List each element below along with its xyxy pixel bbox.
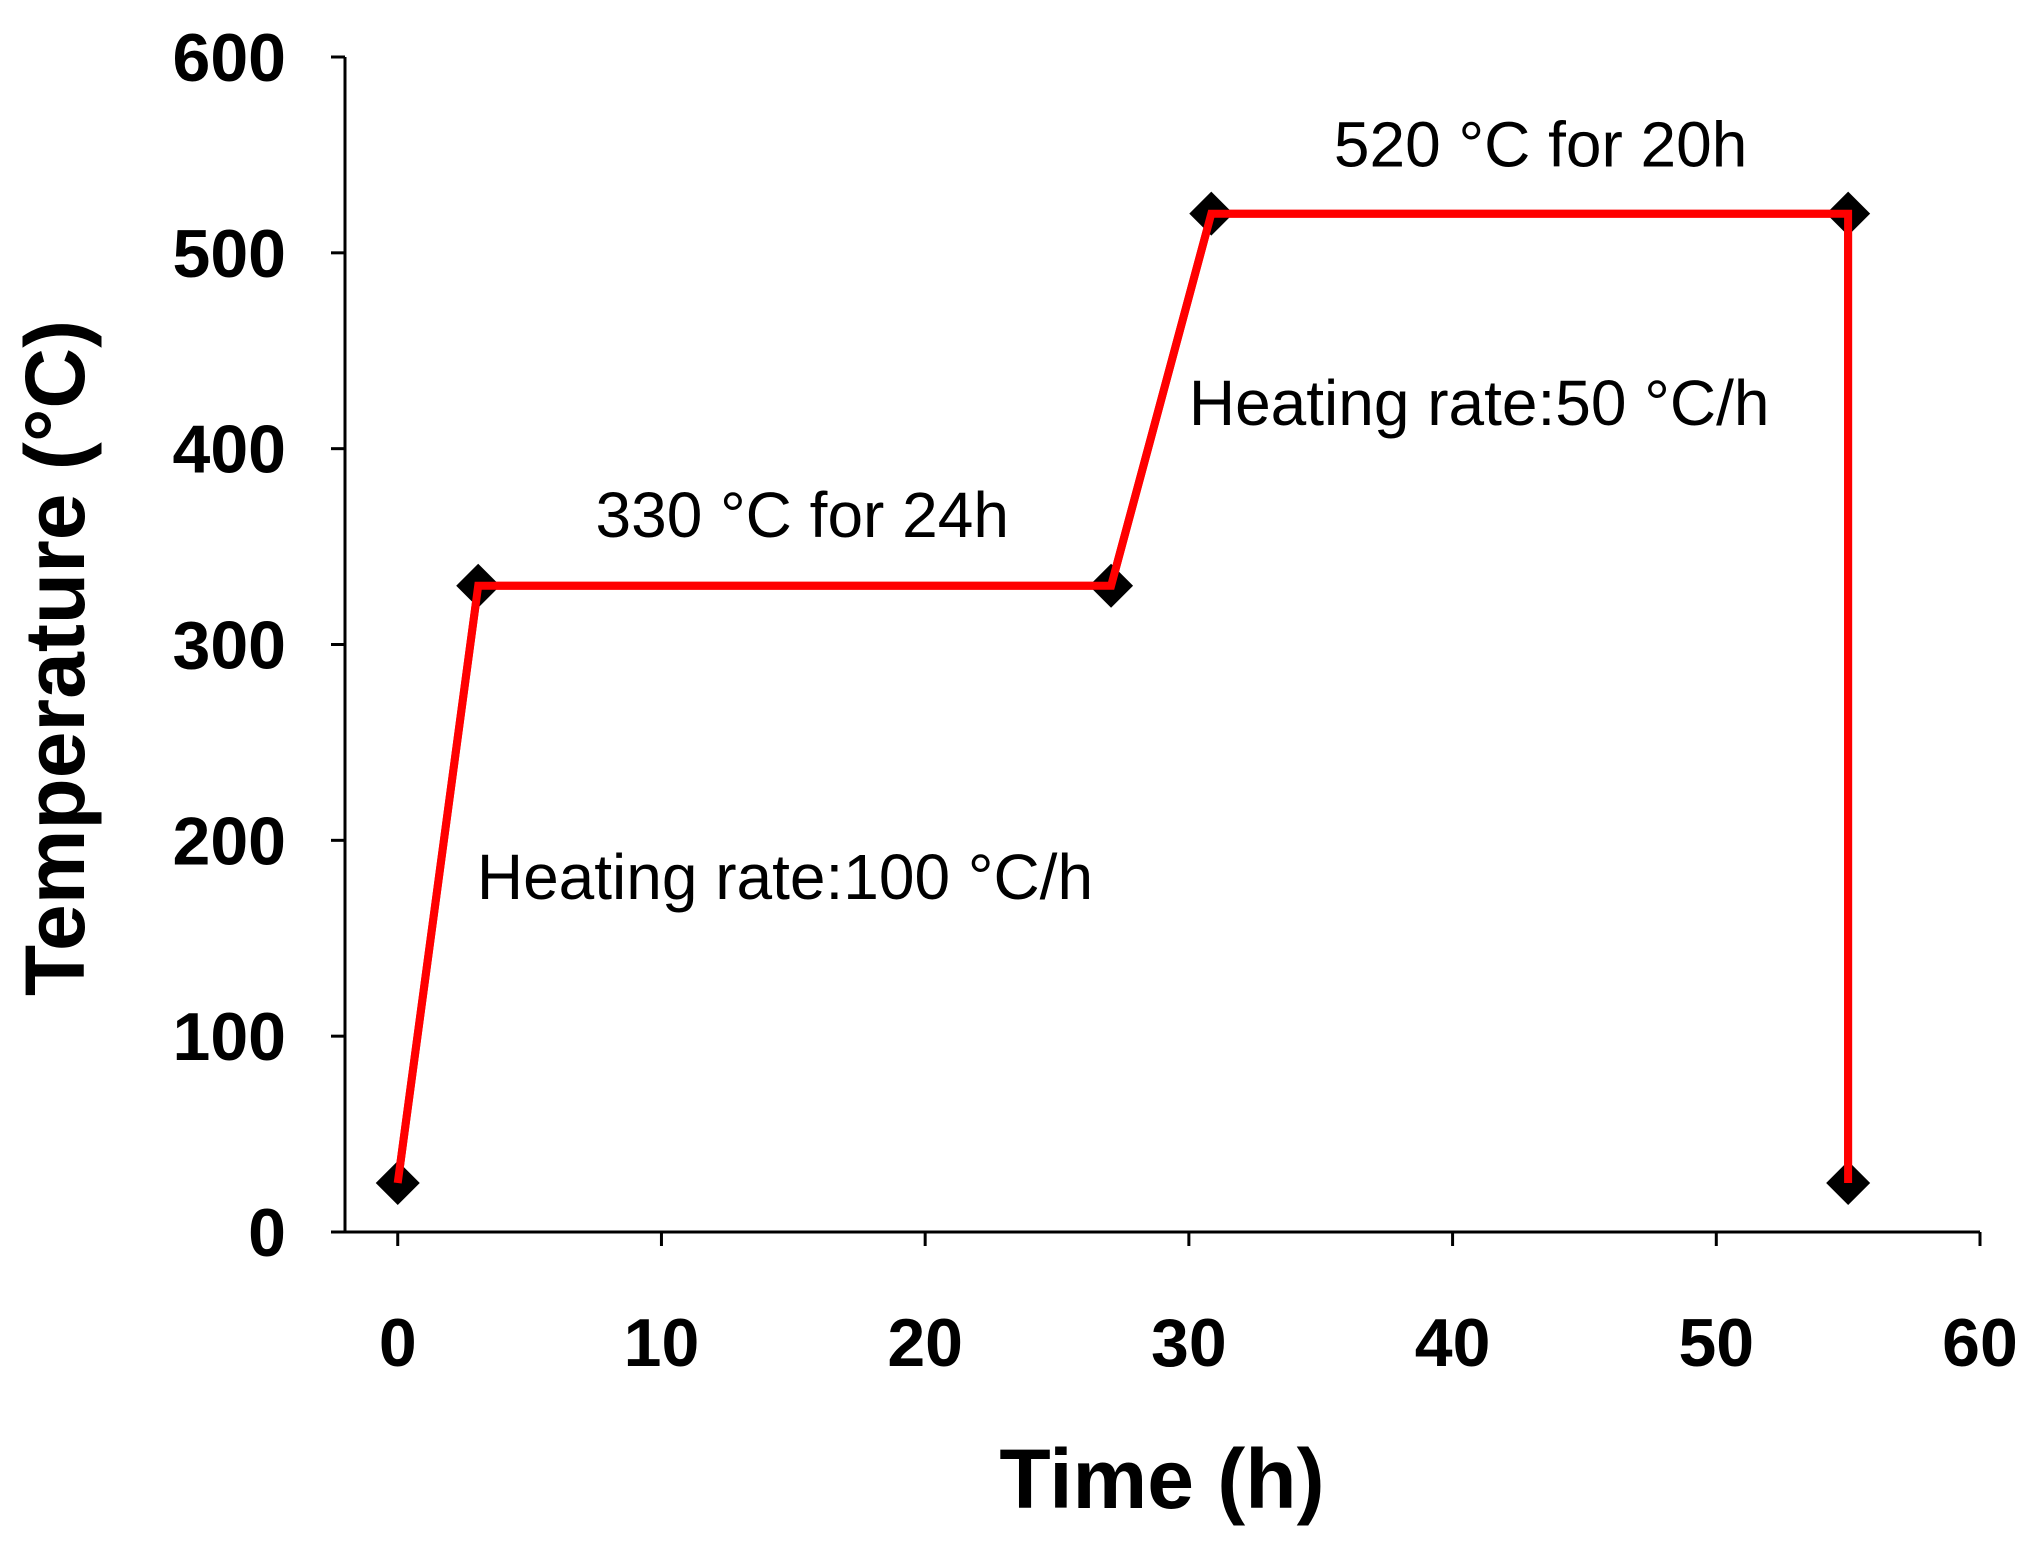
x-tick-label: 50 [1678, 1305, 1754, 1381]
x-tick-label: 10 [624, 1305, 700, 1381]
y-tick-label: 0 [248, 1195, 286, 1271]
x-tick-label: 0 [379, 1305, 417, 1381]
x-tick-label: 40 [1415, 1305, 1491, 1381]
y-tick-label: 200 [173, 803, 286, 879]
y-tick-label: 100 [173, 999, 286, 1075]
series-line [393, 209, 1853, 1184]
y-tick-label: 600 [173, 20, 286, 96]
annotation-label: Heating rate:50 °C/h [1189, 367, 1770, 439]
y-tick-label: 300 [173, 608, 286, 684]
annotation-label: Heating rate:100 °C/h [477, 841, 1093, 913]
annotations: Heating rate:100 °C/h 330 °C for 24h Heati… [477, 109, 1770, 913]
axes: 0 100 200 300 400 500 600 0 10 20 30 40 50 60 [173, 20, 2018, 1381]
y-tick-label: 500 [173, 216, 286, 292]
x-axis-title: Time (h) [999, 1432, 1324, 1526]
annotation-label: 330 °C for 24h [596, 479, 1009, 551]
data-point-marker [375, 1161, 420, 1206]
annotation-label: 520 °C for 20h [1334, 109, 1747, 181]
series-line-overlay [393, 209, 1853, 1184]
data-point-marker [1826, 1161, 1871, 1206]
x-tick-label: 60 [1942, 1305, 2018, 1381]
x-tick-label: 30 [1151, 1305, 1227, 1381]
series [375, 191, 1871, 1206]
x-tick-label: 20 [887, 1305, 963, 1381]
y-tick-label: 400 [173, 412, 286, 488]
y-axis-title: Temperature (°C) [8, 320, 102, 996]
